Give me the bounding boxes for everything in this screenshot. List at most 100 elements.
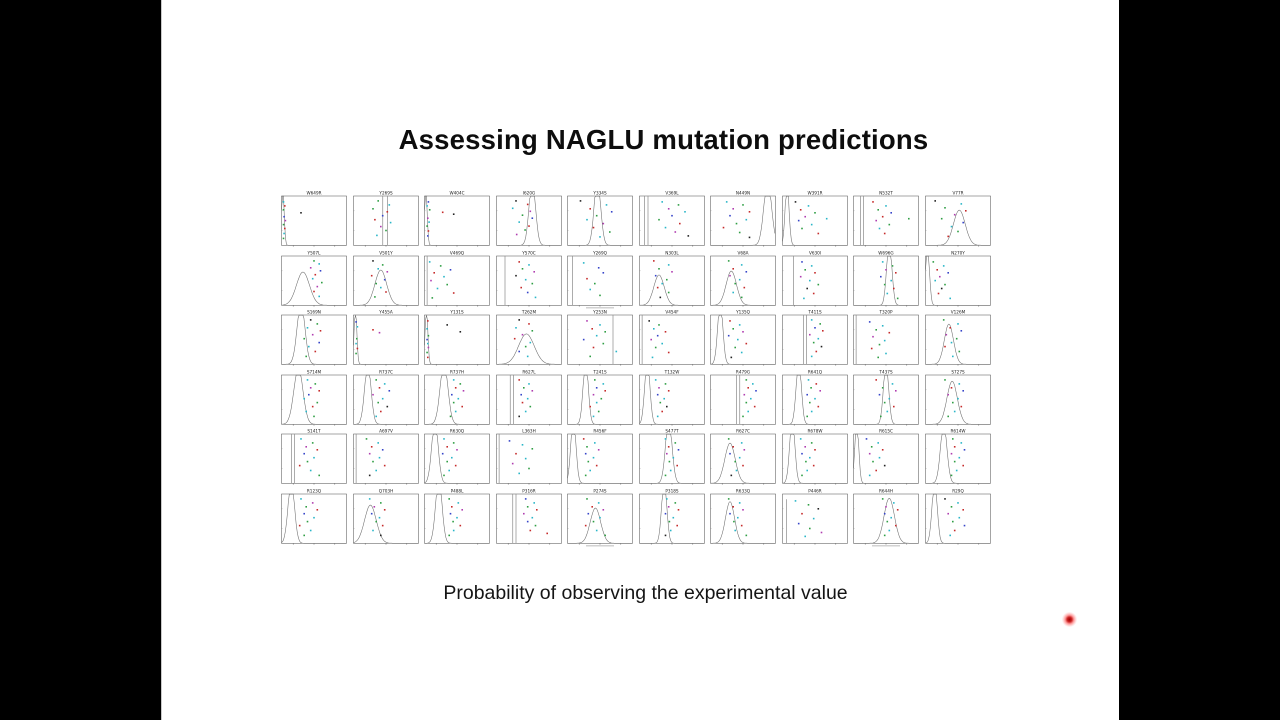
predictor-point (517, 260, 520, 263)
predictor-point (727, 259, 730, 262)
predictor-point (459, 382, 462, 385)
predictor-point (305, 446, 307, 448)
predictor-point (805, 469, 808, 472)
predictor-point (446, 283, 448, 285)
density-subplot: T241S (567, 369, 633, 426)
predictor-point (932, 260, 934, 263)
predictor-point (599, 236, 601, 238)
predictor-point (376, 200, 379, 202)
density-subplot: P446R (781, 488, 848, 545)
predictor-point (354, 321, 357, 323)
density-subplot: R737C (352, 369, 419, 426)
predictor-point (309, 386, 312, 389)
predictor-point (800, 227, 803, 230)
predictor-point (517, 350, 520, 353)
predictor-point (527, 225, 530, 227)
predictor-point (529, 405, 531, 407)
subplot-title: V501Y (379, 250, 393, 255)
subplot-title: Y253N (592, 309, 607, 314)
predictor-point (674, 501, 676, 504)
predictor-point (374, 469, 377, 472)
predictor-point (672, 516, 674, 518)
predictor-point (735, 469, 738, 472)
subplot-frame (710, 493, 776, 544)
predictor-point (729, 452, 731, 455)
predictor-point (311, 501, 314, 504)
predictor-point (953, 446, 955, 448)
predictor-point (591, 505, 593, 508)
predictor-point (943, 345, 946, 348)
subplot-frame (424, 433, 490, 484)
predictor-point (379, 225, 382, 228)
predictor-point (282, 237, 285, 240)
predictor-point (937, 292, 939, 294)
predictor-point (303, 337, 305, 340)
density-curve (925, 323, 990, 365)
density-subplot: R614W (924, 428, 991, 485)
predictor-point (534, 524, 536, 526)
predictor-point (592, 520, 595, 522)
predictor-point (517, 415, 520, 417)
density-curve (710, 314, 775, 365)
predictor-point (667, 389, 669, 392)
predictor-point (740, 296, 743, 298)
predictor-point (743, 393, 746, 395)
predictor-point (951, 520, 954, 522)
predictor-point (584, 524, 587, 526)
density-curve (512, 493, 516, 543)
predictor-point (657, 324, 660, 326)
predictor-point (677, 204, 679, 206)
density-curve (639, 433, 704, 484)
predictor-point (532, 270, 535, 273)
predictor-point (652, 259, 655, 262)
predictor-point (745, 401, 748, 403)
subplot-title: Y269S (378, 190, 393, 195)
predictor-point (300, 497, 302, 500)
predictor-point (888, 223, 891, 226)
predictor-point (890, 212, 892, 214)
predictor-point (526, 203, 528, 206)
predictor-point (309, 469, 312, 472)
predictor-point (891, 264, 894, 267)
predictor-point (667, 351, 669, 354)
density-subplot: Y455A (352, 309, 419, 366)
predictor-point (660, 410, 663, 412)
predictor-point (615, 350, 618, 353)
predictor-point (664, 438, 666, 440)
predictor-point (958, 382, 960, 385)
predictor-point (368, 497, 370, 500)
predictor-point (729, 512, 731, 514)
predictor-point (587, 460, 590, 463)
predictor-point (953, 213, 955, 216)
predictor-point (815, 350, 817, 353)
subplot-title: R456F (593, 428, 607, 433)
predictor-point (895, 271, 897, 274)
predictor-point (946, 393, 949, 395)
predictor-point (371, 259, 374, 262)
predictor-point (886, 410, 889, 412)
density-subplot: T132W (638, 369, 705, 426)
subplot-frame (781, 493, 848, 544)
density-curve (710, 270, 775, 306)
predictor-point (589, 469, 591, 472)
predictor-point (893, 287, 895, 289)
predictor-point (448, 469, 450, 472)
subplot-frame (495, 255, 562, 306)
predictor-point (664, 534, 666, 536)
predictor-point (865, 438, 868, 440)
predictor-point (523, 229, 526, 231)
predictor-point (872, 201, 874, 203)
predictor-point (812, 341, 814, 344)
predictor-point (940, 287, 942, 289)
predictor-point (426, 338, 428, 341)
subplot-frame (638, 195, 705, 246)
density-curve (736, 374, 741, 424)
subplot-title: W696G (878, 250, 893, 255)
subplot-title: T262M (520, 309, 536, 314)
predictor-point (462, 389, 465, 392)
predictor-point (449, 268, 452, 271)
predictor-point (318, 474, 320, 477)
predictor-point (745, 218, 748, 221)
predictor-point (374, 415, 377, 417)
density-subplot: S727S (924, 369, 991, 426)
